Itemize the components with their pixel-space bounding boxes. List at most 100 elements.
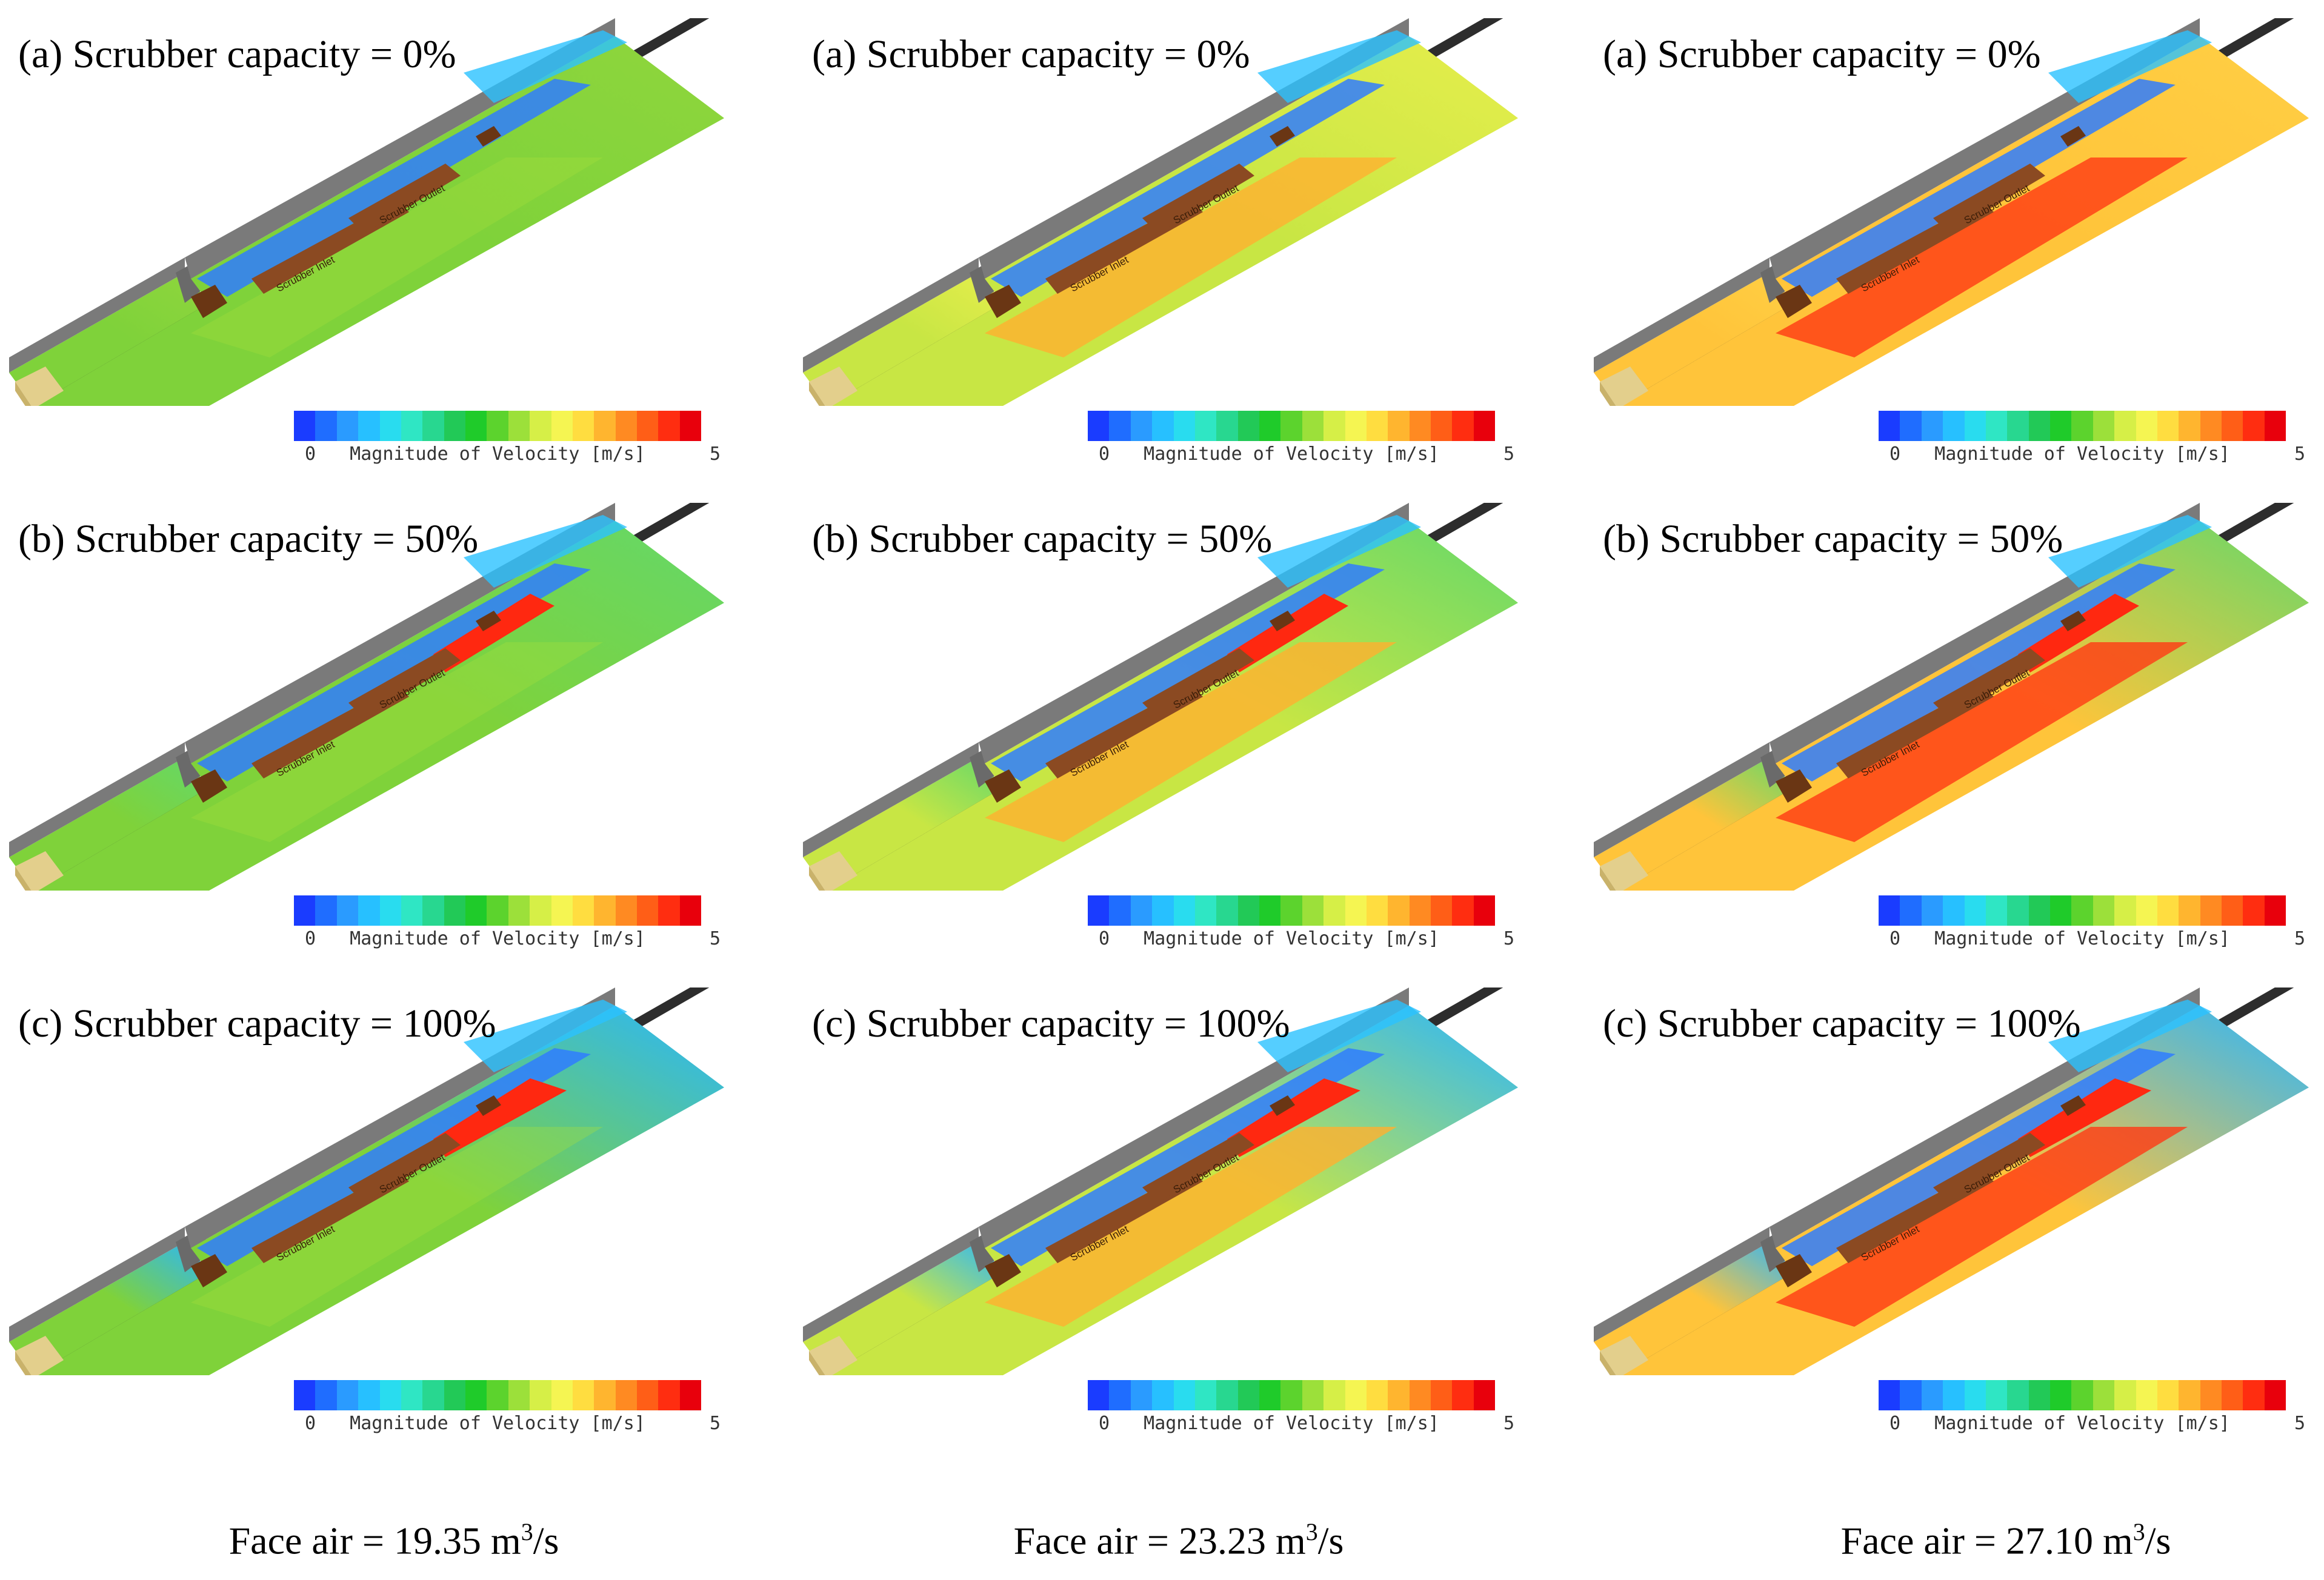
- colorbar-max: 5: [1503, 928, 1514, 949]
- colorbar-swatch: [508, 1380, 530, 1410]
- velocity-colorbar: 0 Magnitude of Velocity [m/s] 5: [294, 411, 721, 468]
- colorbar-swatch: [637, 895, 659, 926]
- panel-title: (c) Scrubber capacity = 100%: [1603, 1001, 2081, 1046]
- entry-floor: [1594, 1242, 1794, 1375]
- colorbar-swatch: [1173, 895, 1195, 926]
- colorbar-swatch: [1259, 895, 1281, 926]
- colorbar-swatch: [1473, 411, 1496, 441]
- colorbar-swatch: [401, 411, 423, 441]
- colorbar-swatch: [679, 411, 702, 441]
- colorbar-swatch: [1452, 1380, 1474, 1410]
- scrubber-jet: [2018, 594, 2139, 672]
- face-block: [1600, 367, 1648, 406]
- face-block: [1600, 851, 1648, 891]
- cold-lane-2: [2048, 515, 2212, 588]
- colorbar-swatch: [2050, 895, 2072, 926]
- colorbar-max: 5: [2294, 443, 2305, 465]
- colorbar-gradient: [294, 411, 702, 441]
- colorbar-swatch: [401, 895, 423, 926]
- colorbar-swatch: [2179, 411, 2200, 441]
- contour-panel-r2-c1: Scrubber Inlet Scrubber Outlet (b) Scrubbe…: [9, 503, 773, 969]
- colorbar-swatch: [1388, 1380, 1410, 1410]
- entry-floor: [803, 757, 1003, 891]
- colorbar-swatch: [379, 411, 401, 441]
- colorbar-swatch: [2093, 411, 2115, 441]
- colorbar-swatch: [379, 1380, 401, 1410]
- colorbar-swatch: [1964, 411, 1986, 441]
- colorbar-swatch: [1388, 895, 1410, 926]
- colorbar-title: Magnitude of Velocity [m/s]: [1144, 1413, 1439, 1434]
- colorbar-swatch: [551, 411, 573, 441]
- miner-block: [348, 648, 461, 718]
- colorbar-swatch: [508, 895, 530, 926]
- colorbar-swatch: [1323, 411, 1345, 441]
- colorbar-swatch: [336, 411, 359, 441]
- colorbar-gradient: [1088, 895, 1496, 926]
- colorbar-swatch: [2007, 1380, 2029, 1410]
- colorbar-swatch: [658, 895, 680, 926]
- colorbar-swatch: [551, 1380, 573, 1410]
- colorbar-swatch: [1921, 1380, 1943, 1410]
- colorbar-swatch: [637, 1380, 659, 1410]
- face-block: [15, 367, 64, 406]
- colorbar-swatch: [358, 895, 380, 926]
- colorbar-swatch: [594, 411, 616, 441]
- face-air-label-col3: Face air = 27.10 m3/s: [1840, 1518, 2171, 1562]
- colorbar-min: 0: [1889, 443, 1901, 465]
- colorbar-gradient: [1879, 411, 2286, 441]
- scrubber-jet: [433, 1078, 567, 1157]
- colorbar-swatch: [1431, 411, 1453, 441]
- colorbar-swatch: [1280, 895, 1302, 926]
- colorbar-swatch: [1259, 411, 1281, 441]
- colorbar-swatch: [615, 411, 637, 441]
- face-block-side: [15, 382, 32, 406]
- colorbar-swatch: [2243, 1380, 2265, 1410]
- entry-floor: [1594, 757, 1794, 891]
- colorbar-swatch: [2200, 895, 2222, 926]
- colorbar-swatch: [1964, 895, 1986, 926]
- colorbar-swatch: [2222, 895, 2243, 926]
- plume-band: [1776, 158, 2188, 357]
- colorbar-swatch: [1964, 1380, 1986, 1410]
- colorbar-swatch: [2071, 1380, 2093, 1410]
- colorbar-swatch: [444, 895, 465, 926]
- colorbar-swatch: [2028, 411, 2050, 441]
- miner-head: [191, 1254, 227, 1287]
- colorbar-swatch: [1302, 895, 1324, 926]
- cold-lane-2: [464, 1000, 627, 1072]
- panel-title: (a) Scrubber capacity = 0%: [1603, 32, 2041, 76]
- velocity-colorbar: 0 Magnitude of Velocity [m/s] 5: [1088, 895, 1514, 952]
- face-block: [809, 367, 857, 406]
- colorbar-swatch: [1409, 895, 1431, 926]
- scrubber-jet: [1227, 1078, 1360, 1157]
- colorbar-gradient: [294, 895, 702, 926]
- colorbar-swatch: [2114, 895, 2136, 926]
- colorbar-swatch: [401, 1380, 423, 1410]
- colorbar-swatch: [2200, 1380, 2222, 1410]
- colorbar-swatch: [679, 1380, 702, 1410]
- colorbar-min: 0: [305, 443, 316, 465]
- colorbar-swatch: [2222, 411, 2243, 441]
- colorbar-swatch: [2136, 895, 2157, 926]
- velocity-colorbar: 0 Magnitude of Velocity [m/s] 5: [1088, 1380, 1514, 1437]
- colorbar-swatch: [1280, 1380, 1302, 1410]
- miner-block: [1933, 164, 2045, 233]
- miner-tail: [2060, 611, 2086, 631]
- colorbar-swatch: [1323, 1380, 1345, 1410]
- colorbar-swatch: [487, 1380, 508, 1410]
- face-block: [809, 1336, 857, 1375]
- colorbar-gradient: [1879, 1380, 2286, 1410]
- miner-head: [1776, 1254, 1812, 1287]
- colorbar-swatch: [1109, 895, 1131, 926]
- colorbar-swatch: [422, 1380, 444, 1410]
- colorbar-min: 0: [1889, 928, 1901, 949]
- velocity-colorbar: 0 Magnitude of Velocity [m/s] 5: [1879, 895, 2305, 952]
- colorbar-gradient: [1088, 1380, 1496, 1410]
- cold-lane-2: [1257, 30, 1421, 103]
- colorbar-swatch: [2007, 411, 2029, 441]
- contour-panel-r3-c3: Scrubber Inlet Scrubber Outlet (c) Scrubbe…: [1594, 988, 2324, 1454]
- face-block: [809, 851, 857, 891]
- colorbar-swatch: [658, 411, 680, 441]
- colorbar-swatch: [530, 1380, 551, 1410]
- face-block: [15, 1336, 64, 1375]
